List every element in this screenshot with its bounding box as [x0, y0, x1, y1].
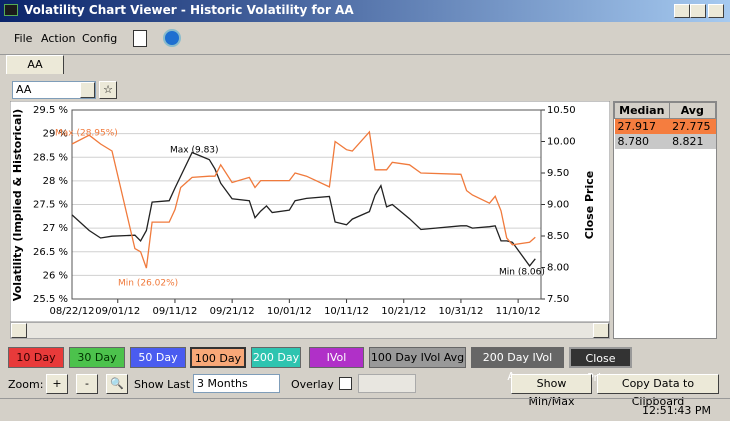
y-tick-label: 28.5 % [33, 152, 68, 163]
series-button[interactable]: IVol [309, 347, 364, 368]
y-tick-label: 26 % [43, 270, 68, 281]
x-tick-label: 09/21/12 [210, 306, 255, 317]
app-icon [4, 4, 18, 16]
scroll-right[interactable] [593, 323, 609, 338]
cell: 27.775 [672, 120, 711, 133]
y2-tick-label: 10.00 [547, 137, 576, 148]
y-tick-label: 28 % [43, 176, 68, 187]
y2-axis-title: Close Price [583, 171, 596, 239]
stats-table: Median Avg 27.917 27.775 8.780 8.821 [614, 102, 717, 149]
stats-panel: Median Avg 27.917 27.775 8.780 8.821 [613, 101, 717, 339]
y2-tick-label: 8.00 [547, 263, 569, 274]
help-icon[interactable] [163, 29, 181, 47]
combo-arrow[interactable] [80, 82, 95, 98]
annotation: Min (26.02%) [118, 279, 178, 289]
tab[interactable]: AA [6, 55, 64, 74]
window-title: Volatility Chart Viewer - Historic Volat… [24, 3, 354, 17]
y2-tick-label: 10.50 [547, 105, 576, 116]
chart-background [10, 101, 610, 322]
title-bar: Volatility Chart Viewer - Historic Volat… [0, 0, 730, 22]
annotation: Min (8.06) [499, 268, 545, 278]
annotation: Max (28.95%) [55, 129, 118, 139]
series-line [71, 151, 536, 267]
series-button[interactable]: Close Price [569, 347, 632, 384]
favorite-button[interactable]: ☆ [99, 81, 117, 99]
series-line [71, 130, 536, 269]
x-tick-label: 10/21/12 [381, 306, 426, 317]
overlay-combo[interactable] [358, 374, 416, 393]
x-tick-label: 10/31/12 [438, 306, 483, 317]
annotation: Max (9.83) [170, 146, 219, 156]
series-button[interactable]: 30 Day [69, 347, 125, 368]
series-button[interactable]: 200 Day [251, 347, 301, 368]
column-header: Avg [668, 102, 717, 119]
series-button[interactable]: 200 Day IVol Avg [471, 347, 564, 383]
copy-button[interactable]: Copy Data to Clipboard [597, 374, 719, 408]
plot-frame [71, 109, 542, 300]
show-last-label: Show Last [134, 378, 191, 391]
menu-item[interactable]: Action [41, 32, 76, 45]
overlay-label: Overlay [291, 378, 334, 391]
maximize[interactable] [690, 4, 706, 18]
chart: Volatility (Implied & Historical) Close … [10, 101, 610, 322]
y2-tick-label: 9.00 [547, 200, 569, 211]
cell: 8.821 [672, 135, 704, 148]
zoom-label: Zoom: [8, 378, 44, 391]
scroll-left[interactable] [11, 323, 27, 338]
x-tick-label: 08/22/12 [50, 306, 95, 317]
y-tick-label: 26.5 % [33, 247, 68, 258]
show-min-max[interactable]: Show Min/Max [511, 374, 592, 408]
series-button[interactable]: 100 Day IVol Avg [369, 347, 466, 368]
x-tick-label: 09/11/12 [152, 306, 197, 317]
zoom-in[interactable]: + [46, 374, 68, 394]
series-button[interactable]: 100 Day [190, 347, 246, 368]
zoom-tool[interactable]: 🔍 [106, 374, 128, 394]
scrollbar[interactable] [10, 322, 610, 339]
cell: 27.917 [617, 120, 657, 133]
zoom-out[interactable]: - [76, 374, 98, 394]
menu-item[interactable]: Config [82, 32, 118, 45]
x-tick-label: 09/01/12 [95, 306, 140, 317]
y-axis-title: Volatility (Implied & Historical) [11, 109, 24, 301]
column-header: Median [614, 102, 670, 119]
y-tick-label: 25.5 % [33, 294, 68, 305]
symbol-combo[interactable]: AA [12, 81, 96, 99]
y2-tick-label: 9.50 [547, 168, 569, 179]
status-time: 12:51:43 PM [642, 404, 712, 417]
y-tick-label: 27 % [43, 223, 68, 234]
y2-tick-label: 8.50 [547, 231, 569, 242]
series-button[interactable]: 50 Day [130, 347, 186, 368]
minimize[interactable] [674, 4, 690, 18]
cell: 8.780 [617, 135, 650, 148]
y-tick-label: 29.5 % [33, 105, 68, 116]
close[interactable] [708, 4, 724, 18]
copy-icon[interactable] [133, 30, 147, 47]
x-tick-label: 10/11/12 [324, 306, 369, 317]
separator [0, 54, 730, 55]
range-combo[interactable]: 3 Months [193, 374, 280, 393]
y-tick-label: 29 % [43, 129, 68, 140]
y2-tick-label: 7.50 [547, 294, 569, 305]
series-button[interactable]: 10 Day [8, 347, 64, 368]
status-bar: 12:51:43 PM [0, 398, 730, 421]
x-tick-label: 10/01/12 [267, 306, 312, 317]
menu-item[interactable]: File [14, 32, 33, 45]
y-tick-label: 27.5 % [33, 200, 68, 211]
overlay-checkbox[interactable] [339, 377, 352, 390]
x-tick-label: 11/10/12 [496, 306, 541, 317]
